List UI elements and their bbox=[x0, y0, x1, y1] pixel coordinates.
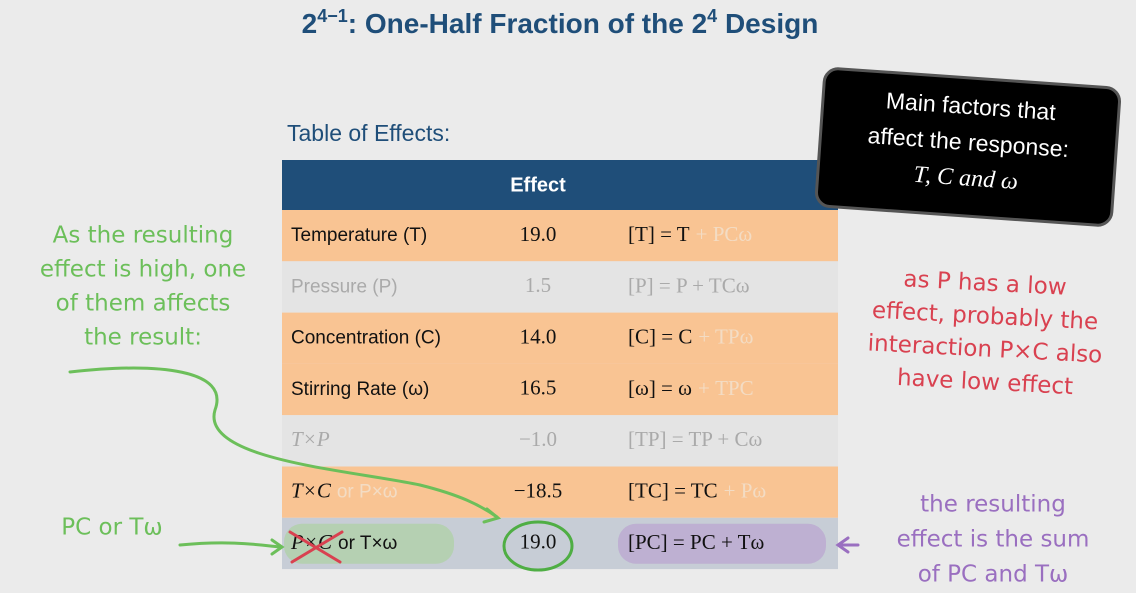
row-name-text: T×P bbox=[291, 427, 330, 451]
title: 24−1: One-Half Fraction of the 24 Design bbox=[302, 6, 819, 39]
row-name-text: Temperature (T) bbox=[291, 225, 427, 246]
row-name: Concentration (C) bbox=[291, 328, 441, 349]
title-part: : One-Half Fraction of the 2 bbox=[348, 8, 707, 39]
row-bg bbox=[282, 210, 838, 262]
highlight bbox=[618, 523, 826, 564]
alias: [TC] = TC + Pω bbox=[628, 478, 766, 502]
alias-text: [PC] = PC + Tω bbox=[628, 530, 764, 554]
alias: [P] = P + TCω bbox=[628, 273, 750, 297]
callout: Main factors that affect the response: T… bbox=[814, 67, 1122, 227]
note-green: As the resulting bbox=[53, 223, 234, 249]
row-bg bbox=[282, 466, 838, 518]
effect: 14.0 bbox=[520, 324, 557, 348]
row-bg bbox=[282, 415, 838, 467]
row-name-text: Pressure (P) bbox=[291, 276, 398, 297]
alias-faded: + TPC bbox=[698, 376, 754, 400]
note-red: as P has a low bbox=[903, 266, 1067, 301]
effect: 16.5 bbox=[520, 376, 557, 400]
row-name-extra: or T×ω bbox=[338, 533, 398, 554]
alias-faded: + PCω bbox=[696, 222, 753, 246]
row-name-text: Stirring Rate (ω) bbox=[291, 379, 429, 400]
note-red: effect, probably the bbox=[871, 298, 1098, 336]
row-name: T×C or P×ω bbox=[291, 478, 398, 502]
alias-text: [TC] = TC bbox=[628, 478, 718, 502]
header-text: Effect bbox=[510, 174, 566, 196]
table-body: Temperature (T) 19.0 [T] = T + PCω Pressure … bbox=[282, 210, 838, 570]
note-purple: the resulting bbox=[920, 492, 1066, 518]
row-name-faded: or P×ω bbox=[337, 482, 398, 503]
title-part: 2 bbox=[302, 8, 318, 39]
row-name-text: T×C bbox=[291, 478, 332, 502]
alias-faded: + Pω bbox=[724, 478, 767, 502]
note-red: interaction P×C also bbox=[867, 330, 1103, 368]
title-sup: 4−1 bbox=[317, 6, 348, 26]
alias: [PC] = PC + Tω bbox=[628, 530, 764, 554]
row-bg bbox=[282, 312, 838, 364]
effect: −1.0 bbox=[519, 427, 557, 451]
note-green: of them affects bbox=[56, 291, 231, 317]
alias-text: [T] = T bbox=[628, 222, 690, 246]
table-header bbox=[282, 160, 838, 210]
table-caption: Table of Effects: bbox=[287, 120, 450, 146]
title-part: Design bbox=[717, 8, 818, 39]
effect: −18.5 bbox=[514, 478, 563, 502]
note-green: effect is high, one bbox=[40, 257, 246, 283]
alias-text: [ω] = ω bbox=[628, 376, 692, 400]
alias: [ω] = ω + TPC bbox=[628, 376, 754, 400]
row-name: Pressure (P) bbox=[291, 276, 398, 297]
alias-text: [P] = P + TCω bbox=[628, 273, 750, 297]
alias-text: [C] = C bbox=[628, 324, 692, 348]
effect: 1.5 bbox=[525, 273, 551, 297]
effect: 19.0 bbox=[520, 222, 557, 246]
arrows bbox=[68, 366, 860, 572]
row-bg bbox=[282, 363, 838, 416]
row-name: P×C or T×ω bbox=[290, 530, 398, 554]
title-sup: 4 bbox=[707, 6, 717, 26]
alias-text: [TP] = TP + Cω bbox=[628, 427, 762, 451]
alias: [TP] = TP + Cω bbox=[628, 427, 762, 451]
row-name: T×P bbox=[291, 427, 330, 451]
alias-faded: + TPω bbox=[698, 324, 753, 348]
note-green: the result: bbox=[84, 325, 202, 351]
effect: 19.0 bbox=[520, 530, 557, 554]
note-purple: of PC and Tω bbox=[918, 562, 1069, 588]
row-name: Temperature (T) bbox=[291, 225, 427, 246]
note-purple: effect is the sum bbox=[897, 527, 1090, 553]
note-red: have low effect bbox=[896, 365, 1073, 400]
row-name-text: Concentration (C) bbox=[291, 328, 441, 349]
alias: [T] = T + PCω bbox=[628, 222, 752, 246]
callout-box bbox=[814, 67, 1122, 227]
row-bg bbox=[282, 261, 838, 313]
row-name: Stirring Rate (ω) bbox=[291, 379, 429, 400]
alias: [C] = C + TPω bbox=[628, 324, 753, 348]
note-green: PC or Tω bbox=[61, 515, 162, 541]
